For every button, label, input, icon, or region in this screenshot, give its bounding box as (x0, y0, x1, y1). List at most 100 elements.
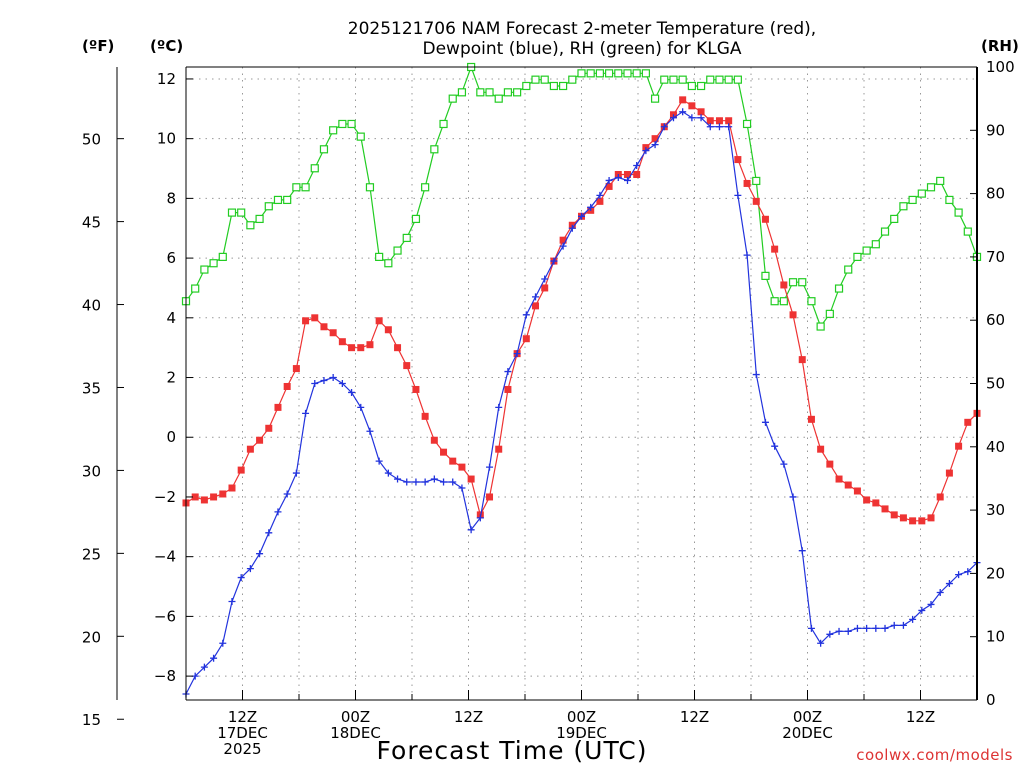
celsius-tick-label: 2 (166, 369, 176, 387)
point-dewpoint (596, 191, 604, 199)
chart-title-line1: 2025121706 NAM Forecast 2-meter Temperat… (348, 19, 816, 39)
point-temperature (863, 496, 871, 504)
point-rh (457, 88, 467, 97)
point-dewpoint (265, 529, 273, 537)
point-dewpoint (679, 108, 687, 116)
celsius-tick-label: 6 (166, 249, 176, 267)
point-temperature (918, 517, 926, 525)
point-rh (678, 75, 687, 84)
point-temperature (504, 385, 512, 393)
point-dewpoint (578, 212, 585, 220)
point-rh (549, 81, 559, 91)
point-dewpoint (568, 224, 576, 232)
celsius-tick-label: −4 (154, 548, 176, 566)
x-tick-label: 18DEC (330, 724, 381, 742)
fahrenheit-tick-label: 45 (82, 214, 101, 232)
point-rh (264, 202, 273, 211)
point-rh (540, 75, 549, 84)
point-temperature (403, 362, 411, 370)
fahrenheit-tick-label: 50 (82, 131, 101, 149)
x-tick-label: 2025 (223, 740, 261, 758)
point-dewpoint (486, 463, 494, 471)
point-dewpoint (633, 162, 641, 170)
rh-tick-label: 100 (986, 58, 1015, 76)
fahrenheit-tick-label: 30 (82, 462, 101, 480)
point-temperature (210, 493, 218, 501)
x-tick-label: 12Z (906, 708, 935, 726)
point-rh (844, 265, 853, 274)
point-dewpoint (329, 374, 337, 382)
x-axis-label: Forecast Time (UTC) (377, 736, 648, 765)
point-temperature (725, 117, 733, 125)
x-tick-label: 12Z (454, 708, 483, 726)
point-rh (742, 119, 752, 129)
point-dewpoint (844, 627, 852, 635)
point-rh (577, 69, 586, 78)
point-rh (255, 214, 264, 224)
point-temperature (384, 326, 392, 334)
point-rh (568, 75, 577, 84)
point-dewpoint (651, 141, 659, 149)
point-rh (733, 75, 742, 84)
point-rh (237, 208, 246, 217)
point-rh (227, 208, 237, 217)
rh-tick-label: 90 (986, 121, 1005, 139)
point-temperature (394, 344, 402, 352)
point-temperature (191, 493, 199, 501)
point-rh (687, 81, 696, 91)
point-dewpoint (532, 293, 540, 301)
point-dewpoint (394, 475, 402, 483)
point-temperature (798, 356, 806, 364)
point-temperature (605, 182, 613, 190)
point-temperature (421, 412, 429, 420)
chart-title-line2: Dewpoint (blue), RH (green) for KLGA (423, 39, 742, 59)
point-rh (807, 297, 816, 306)
point-temperature (706, 117, 714, 125)
point-temperature (265, 424, 273, 432)
x-tick-label: 00Z (341, 708, 370, 726)
point-dewpoint (283, 490, 291, 498)
point-dewpoint (863, 624, 871, 632)
point-dewpoint (936, 589, 944, 597)
point-dewpoint (430, 475, 438, 483)
point-dewpoint (440, 478, 448, 486)
point-temperature (623, 170, 631, 178)
point-dewpoint (955, 571, 963, 579)
point-temperature (872, 499, 880, 507)
point-dewpoint (274, 508, 282, 516)
point-temperature (329, 329, 337, 337)
point-dewpoint (835, 627, 843, 635)
point-dewpoint (927, 600, 935, 608)
point-dewpoint (338, 380, 346, 387)
point-dewpoint (421, 478, 429, 486)
point-rh (430, 145, 439, 154)
point-temperature (292, 365, 300, 373)
point-dewpoint (403, 478, 411, 486)
fahrenheit-tick-label: 25 (82, 545, 101, 563)
point-dewpoint (964, 568, 972, 576)
point-rh (696, 81, 706, 91)
point-dewpoint (798, 547, 806, 555)
point-temperature (357, 344, 365, 352)
point-dewpoint (807, 624, 815, 632)
point-temperature (890, 511, 898, 519)
point-rh (329, 126, 338, 135)
point-dewpoint (789, 493, 797, 501)
point-temperature (338, 338, 346, 346)
point-dewpoint (541, 275, 549, 283)
point-rh (393, 246, 402, 255)
point-temperature (532, 302, 540, 310)
point-dewpoint (614, 173, 622, 181)
point-rh (798, 278, 807, 287)
point-dewpoint (210, 654, 218, 662)
point-dewpoint (476, 514, 484, 522)
point-temperature (320, 323, 328, 331)
point-temperature (633, 170, 641, 178)
point-dewpoint (228, 597, 236, 605)
point-dewpoint (495, 403, 503, 411)
point-temperature (458, 463, 466, 471)
point-dewpoint (246, 565, 254, 573)
point-rh (604, 69, 614, 78)
point-rh (246, 221, 255, 230)
